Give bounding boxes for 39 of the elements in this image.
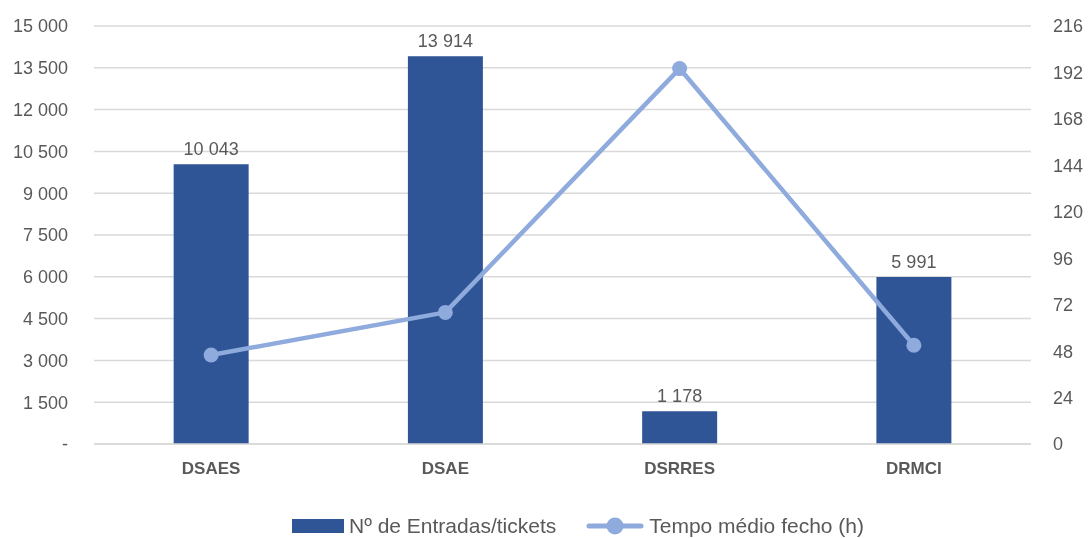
y-tick-label: 15 000 xyxy=(12,16,68,37)
y-tick-label: 12 000 xyxy=(12,99,68,120)
point xyxy=(906,337,922,353)
y2-tick-label: 24 xyxy=(1053,387,1074,408)
data-label: 13 914 xyxy=(417,31,473,52)
y2-tick-label: 168 xyxy=(1053,109,1084,130)
bar xyxy=(876,277,952,444)
y2-tick-label: 96 xyxy=(1053,248,1074,269)
y-tick-label: 1 500 xyxy=(22,392,68,413)
x-tick-label: DRMCI xyxy=(886,459,942,479)
y2-tick-label: 216 xyxy=(1053,16,1084,37)
data-label: 1 178 xyxy=(657,386,703,407)
legend-label: Nº de Entradas/tickets xyxy=(348,513,557,538)
y-tick-label: 6 000 xyxy=(22,267,68,288)
y-tick-label: 10 500 xyxy=(12,141,68,162)
y-tick-label: 13 500 xyxy=(12,58,68,79)
y2-tick-label: 144 xyxy=(1053,155,1084,176)
y2-tick-label: 120 xyxy=(1053,202,1084,223)
x-tick-label: DSAE xyxy=(421,459,469,479)
data-label: 10 043 xyxy=(183,139,239,160)
x-tick-label: DSAES xyxy=(181,459,241,479)
y2-tick-label: 48 xyxy=(1053,341,1074,362)
y-tick-label: 4 500 xyxy=(22,308,68,329)
y2-tick-label: 0 xyxy=(1053,434,1064,455)
point xyxy=(203,347,219,363)
y2-tick-label: 72 xyxy=(1053,295,1074,316)
point xyxy=(437,304,453,320)
data-label: 5 991 xyxy=(891,252,937,273)
y-tick-label: - xyxy=(62,434,68,455)
y-tick-label: 3 000 xyxy=(22,350,68,371)
bar xyxy=(173,164,249,444)
point xyxy=(672,61,688,77)
y-tick-label: 9 000 xyxy=(22,183,68,204)
legend-label: Tempo médio fecho (h) xyxy=(649,513,865,538)
bar xyxy=(642,411,718,444)
y-tick-label: 7 500 xyxy=(22,225,68,246)
x-tick-label: DSRRES xyxy=(644,459,716,479)
y2-tick-label: 192 xyxy=(1053,62,1084,83)
bar xyxy=(407,56,483,444)
